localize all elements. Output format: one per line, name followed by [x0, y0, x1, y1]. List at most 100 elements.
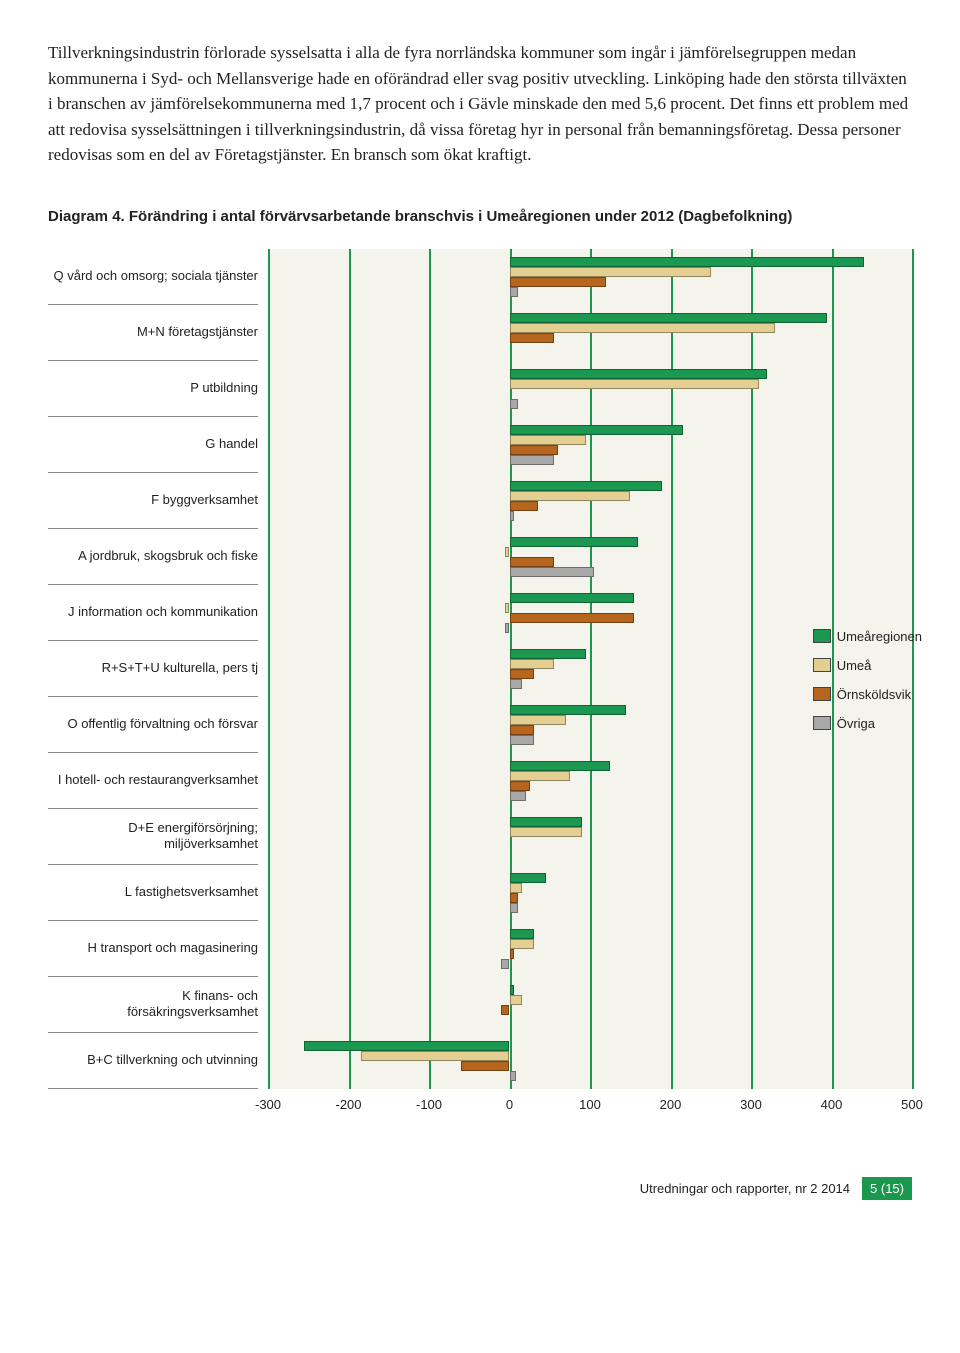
chart-bar [510, 1071, 516, 1081]
chart-bar [510, 323, 776, 333]
chart-bar [505, 547, 509, 557]
chart-bar [510, 883, 522, 893]
legend-label: Umeå [837, 658, 872, 673]
chart-bar [510, 649, 586, 659]
chart-bar [501, 1005, 509, 1015]
chart-bar [510, 313, 828, 323]
chart-bar [510, 725, 534, 735]
category-label: D+E energiförsörjning; miljöverksamhet [48, 809, 258, 865]
chart-bar [304, 1041, 509, 1051]
chart-container: Q vård och omsorg; sociala tjänsterM+N f… [48, 249, 912, 1117]
legend-item: Umeåregionen [813, 629, 922, 644]
chart-bar [510, 893, 518, 903]
chart-bar [510, 267, 711, 277]
chart-bar [510, 613, 635, 623]
category-label: H transport och magasinering [48, 921, 258, 977]
legend-swatch [813, 687, 831, 701]
chart-bar [510, 511, 514, 521]
chart-title: Diagram 4. Förändring i antal förvärvsar… [48, 208, 912, 225]
category-label: I hotell- och restaurangverksamhet [48, 753, 258, 809]
x-axis-tick: 300 [740, 1097, 762, 1112]
chart-bar [510, 287, 518, 297]
category-group [268, 1033, 912, 1089]
chart-bar [510, 679, 522, 689]
x-axis-tick: 200 [660, 1097, 682, 1112]
chart-bar [510, 985, 514, 995]
category-group [268, 753, 912, 809]
chart-bar [510, 827, 582, 837]
category-label: Q vård och omsorg; sociala tjänster [48, 249, 258, 305]
category-group [268, 249, 912, 305]
chart-bar [501, 959, 509, 969]
chart-bar [510, 379, 760, 389]
chart-bar [510, 333, 554, 343]
x-axis-tick: -100 [416, 1097, 442, 1112]
chart-bar [510, 455, 554, 465]
page-number-badge: 5 (15) [862, 1177, 912, 1200]
legend-item: Umeå [813, 658, 922, 673]
chart-bar [510, 781, 530, 791]
category-group [268, 921, 912, 977]
chart-bar [510, 567, 595, 577]
chart-bar [510, 593, 635, 603]
category-group [268, 977, 912, 1033]
legend-item: Övriga [813, 716, 922, 731]
chart-bar [510, 425, 683, 435]
chart-legend: Umeåregionen Umeå Örnsköldsvik Övriga [813, 629, 922, 745]
category-group [268, 865, 912, 921]
x-axis-tick: 100 [579, 1097, 601, 1112]
legend-swatch [813, 629, 831, 643]
chart-bar [510, 761, 611, 771]
x-axis-tick: -300 [255, 1097, 281, 1112]
category-label: A jordbruk, skogsbruk och fiske [48, 529, 258, 585]
chart-bar [361, 1051, 510, 1061]
chart-bar [510, 435, 586, 445]
chart-bar [510, 501, 538, 511]
chart-bar [510, 735, 534, 745]
chart-bar [510, 369, 768, 379]
category-group [268, 305, 912, 361]
chart-bar [505, 623, 509, 633]
category-label: B+C tillverkning och utvinning [48, 1033, 258, 1089]
footer-text: Utredningar och rapporter, nr 2 2014 [640, 1181, 850, 1196]
chart-bar [510, 537, 639, 547]
chart-bar [510, 399, 518, 409]
category-label: M+N företagstjänster [48, 305, 258, 361]
chart-bar [510, 557, 554, 567]
legend-label: Övriga [837, 716, 875, 731]
chart-x-axis: -300-200-1000100200300400500 [48, 1097, 912, 1117]
category-group [268, 809, 912, 865]
category-labels: Q vård och omsorg; sociala tjänsterM+N f… [48, 249, 268, 1089]
legend-swatch [813, 716, 831, 730]
chart-bar [510, 903, 518, 913]
chart-bar [510, 659, 554, 669]
chart-bar [510, 257, 864, 267]
chart-bar [510, 715, 566, 725]
chart-bar [510, 817, 582, 827]
chart-bar [510, 771, 570, 781]
chart-bar [510, 939, 534, 949]
chart-bar [510, 929, 534, 939]
body-paragraph: Tillverkningsindustrin förlorade syssels… [48, 40, 912, 168]
category-group [268, 361, 912, 417]
chart-bar [510, 491, 631, 501]
category-label: F byggverksamhet [48, 473, 258, 529]
legend-item: Örnsköldsvik [813, 687, 922, 702]
x-axis-tick: 500 [901, 1097, 923, 1112]
legend-label: Örnsköldsvik [837, 687, 911, 702]
chart-bar [510, 481, 663, 491]
category-label: J information och kommunikation [48, 585, 258, 641]
chart-bar [510, 995, 522, 1005]
legend-swatch [813, 658, 831, 672]
category-label: L fastighetsverksamhet [48, 865, 258, 921]
legend-label: Umeåregionen [837, 629, 922, 644]
chart-bar [510, 705, 627, 715]
chart-bar [510, 873, 546, 883]
x-axis-tick: 400 [821, 1097, 843, 1112]
chart-bar [510, 949, 514, 959]
x-axis-tick: -200 [335, 1097, 361, 1112]
category-label: G handel [48, 417, 258, 473]
page-footer: Utredningar och rapporter, nr 2 2014 5 (… [48, 1177, 912, 1200]
chart-bar [510, 277, 607, 287]
category-group [268, 417, 912, 473]
